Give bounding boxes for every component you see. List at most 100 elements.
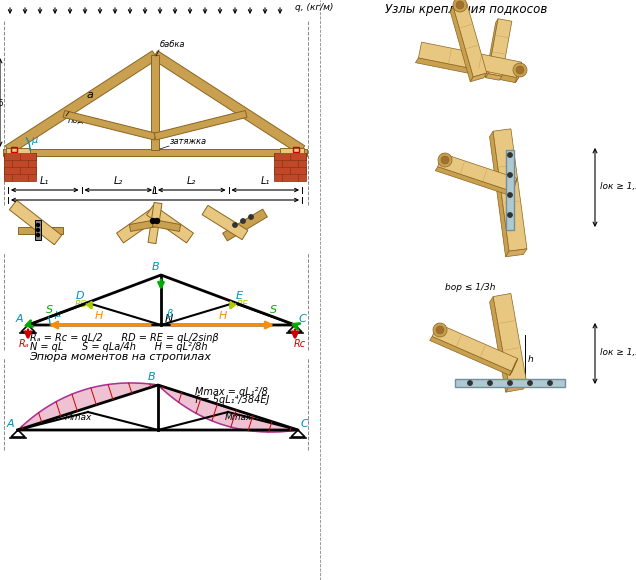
Polygon shape: [418, 42, 522, 78]
Polygon shape: [3, 148, 307, 155]
Polygon shape: [490, 131, 509, 257]
Polygon shape: [506, 249, 527, 257]
Polygon shape: [202, 205, 248, 240]
Circle shape: [456, 1, 464, 9]
Text: бабка: бабка: [160, 40, 186, 49]
Text: Узлы крепления подкосов: Узлы крепления подкосов: [385, 3, 547, 16]
Circle shape: [441, 156, 449, 164]
Text: h ≥ L/6: h ≥ L/6: [0, 98, 3, 107]
Polygon shape: [116, 205, 163, 243]
Polygon shape: [515, 62, 522, 82]
Bar: [274, 153, 306, 181]
Circle shape: [36, 223, 39, 227]
Text: D: D: [76, 291, 84, 301]
Bar: [506, 150, 514, 230]
Bar: [293, 147, 299, 152]
Circle shape: [508, 153, 512, 157]
Circle shape: [548, 381, 552, 385]
Polygon shape: [488, 19, 512, 76]
Circle shape: [36, 229, 39, 231]
Text: B: B: [151, 262, 159, 272]
Text: N = qL      S = qLa/4h      H = qL²/8h: N = qL S = qLa/4h H = qL²/8h: [30, 342, 207, 352]
Circle shape: [438, 153, 452, 167]
Text: L₂: L₂: [114, 176, 123, 186]
Text: Эпюра моментов на стропилах: Эпюра моментов на стропилах: [29, 352, 211, 362]
Bar: [455, 379, 565, 387]
Polygon shape: [10, 200, 62, 245]
Polygon shape: [223, 209, 267, 241]
Polygon shape: [432, 324, 518, 371]
Circle shape: [241, 219, 245, 223]
Text: S: S: [46, 305, 53, 315]
Text: затяжка: затяжка: [170, 137, 207, 146]
Text: μ: μ: [54, 309, 60, 319]
Circle shape: [233, 223, 237, 227]
Circle shape: [513, 63, 527, 77]
Circle shape: [508, 173, 512, 177]
Polygon shape: [5, 51, 158, 154]
Text: E: E: [236, 291, 243, 301]
Circle shape: [436, 326, 444, 334]
Polygon shape: [6, 147, 30, 153]
Circle shape: [508, 193, 512, 197]
Circle shape: [249, 215, 253, 219]
Text: a: a: [86, 89, 93, 100]
Polygon shape: [510, 179, 517, 195]
Circle shape: [528, 381, 532, 385]
Text: β: β: [166, 309, 172, 319]
Polygon shape: [18, 383, 158, 430]
Text: Rc: Rc: [294, 339, 306, 349]
Polygon shape: [148, 202, 162, 244]
Text: A: A: [6, 419, 14, 429]
Circle shape: [488, 381, 492, 385]
Polygon shape: [435, 166, 513, 195]
Polygon shape: [129, 220, 158, 231]
Circle shape: [151, 219, 155, 223]
Circle shape: [508, 213, 512, 217]
Text: S: S: [270, 305, 277, 315]
Text: C: C: [299, 314, 307, 324]
Text: L₁: L₁: [261, 176, 270, 186]
Text: H: H: [219, 311, 227, 321]
Text: q, (кг/м): q, (кг/м): [295, 3, 333, 13]
Polygon shape: [430, 336, 512, 375]
Text: L: L: [152, 186, 158, 196]
Polygon shape: [486, 74, 502, 80]
Polygon shape: [470, 73, 487, 82]
Text: C: C: [301, 419, 308, 429]
Polygon shape: [152, 51, 305, 154]
Text: B: B: [148, 372, 155, 382]
Polygon shape: [151, 55, 159, 150]
Text: A: A: [15, 314, 23, 324]
Text: L₂: L₂: [187, 176, 197, 186]
Polygon shape: [509, 358, 518, 375]
Polygon shape: [493, 293, 527, 387]
Circle shape: [516, 66, 524, 74]
Text: Mmax = qL₁²/8: Mmax = qL₁²/8: [195, 387, 268, 397]
Polygon shape: [153, 220, 181, 231]
Circle shape: [453, 0, 467, 12]
Polygon shape: [158, 385, 298, 432]
Polygon shape: [450, 7, 473, 82]
Polygon shape: [280, 147, 304, 153]
Polygon shape: [146, 205, 193, 243]
Text: μ: μ: [31, 135, 37, 145]
Text: H: H: [95, 311, 103, 321]
Text: f = 5qL₁⁴/384EJ: f = 5qL₁⁴/384EJ: [195, 395, 270, 405]
Text: N: N: [165, 314, 174, 324]
Circle shape: [155, 219, 160, 223]
Polygon shape: [63, 111, 156, 140]
Text: Rₐ: Rₐ: [18, 339, 29, 349]
Polygon shape: [486, 19, 498, 78]
Polygon shape: [438, 153, 517, 191]
Bar: [35, 220, 41, 240]
Bar: [11, 147, 17, 152]
Text: lок ≥ 1,5h: lок ≥ 1,5h: [600, 183, 636, 191]
Polygon shape: [493, 129, 527, 251]
Polygon shape: [506, 383, 527, 392]
Polygon shape: [453, 3, 487, 77]
Polygon shape: [18, 227, 63, 234]
Polygon shape: [415, 58, 518, 82]
Text: RE: RE: [237, 300, 249, 309]
Circle shape: [508, 381, 512, 385]
